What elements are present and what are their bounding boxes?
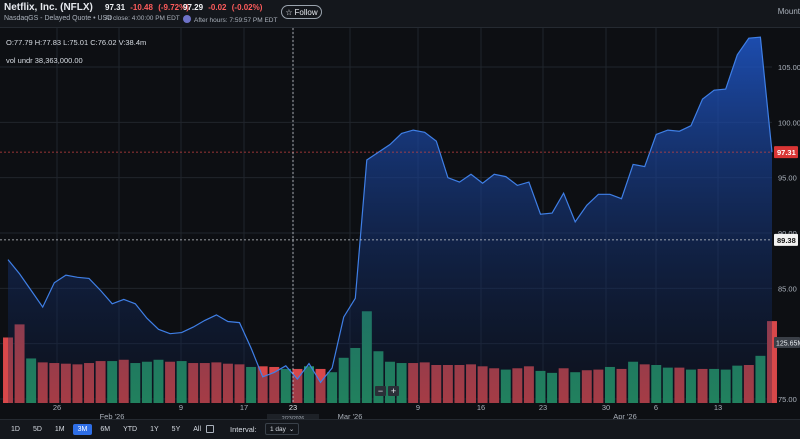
range-selector: 1D 5D 1M 3M 6M YTD 1Y 5Y All xyxy=(6,424,206,435)
title-block: Netflix, Inc. (NFLX) NasdaqGS - Delayed … xyxy=(4,2,112,22)
price-area xyxy=(8,37,772,403)
interval-label: Interval: xyxy=(230,425,257,434)
x-tick-label: 6 xyxy=(654,403,658,412)
range-button-5y[interactable]: 5Y xyxy=(171,426,181,433)
x-tick-label: 30 xyxy=(602,403,610,412)
price-line xyxy=(7,36,773,384)
x-tick-label: Feb '26 xyxy=(100,412,125,419)
interval-select[interactable]: 1 day ⌄ xyxy=(265,423,299,435)
range-button-ytd[interactable]: YTD xyxy=(123,426,138,433)
x-tick-label: 16 xyxy=(477,403,485,412)
volume-underlying: vol undr 38,363,000.00 xyxy=(6,56,83,65)
follow-button[interactable]: ☆ Follow xyxy=(281,5,322,19)
range-button-1y[interactable]: 1Y xyxy=(150,426,159,433)
close-price: 97.31 xyxy=(105,3,126,12)
last-price-tag-bg xyxy=(774,146,798,159)
x-tick-label: 23 xyxy=(289,403,297,412)
close-quote: 97.31 -10.48 (-9.72%) At close: 4:00:00 … xyxy=(105,3,189,22)
crosshair-price-tag: 89.38 xyxy=(774,233,798,246)
y-tick-label: 100.00 xyxy=(778,118,800,127)
x-tick-label: 9 xyxy=(179,403,183,412)
x-tick-label: 13 xyxy=(714,403,722,412)
ah-time: After hours: 7:59:57 PM EDT xyxy=(194,17,278,24)
follow-label: Follow xyxy=(294,7,318,17)
ah-price: 97.29 xyxy=(183,3,204,12)
calendar-icon[interactable] xyxy=(206,425,214,433)
ah-change-pct: (-0.02%) xyxy=(231,3,263,12)
y-tick-label: 95.00 xyxy=(778,174,797,183)
range-button-5d[interactable]: 5D xyxy=(32,426,42,433)
range-button-1d[interactable]: 1D xyxy=(11,426,20,433)
close-change: -10.48 xyxy=(130,3,153,12)
volume-tag-bg xyxy=(774,337,800,348)
zoom-in-button[interactable]: + xyxy=(388,386,399,396)
chevron-down-icon: ⌄ xyxy=(288,426,295,433)
range-button-1m[interactable]: 1M xyxy=(54,426,65,433)
exchange-subtitle: NasdaqGS - Delayed Quote • USD xyxy=(4,15,113,22)
zoom-out-button[interactable]: − xyxy=(375,386,386,396)
crosshair-price-tag-bg xyxy=(774,233,798,246)
crosshair-date-tag: 2/23/2026 xyxy=(267,414,319,419)
quote-header: Netflix, Inc. (NFLX) NasdaqGS - Delayed … xyxy=(0,0,800,28)
price-chart[interactable]: 80.0085.0090.0095.00100.00105.0075.0097.… xyxy=(0,28,800,419)
moon-icon xyxy=(183,15,191,23)
after-hours-quote: 97.29 -0.02 (-0.02%) After hours: 7:59:5… xyxy=(183,3,277,24)
close-time: At close: 4:00:00 PM EDT xyxy=(105,15,180,22)
crosshair-date-bg xyxy=(267,414,319,419)
volume-bar xyxy=(3,337,13,403)
crosshair-price-tag-text: 89.38 xyxy=(777,236,796,245)
last-price-tag-text: 97.31 xyxy=(777,148,796,157)
range-button-all[interactable]: All xyxy=(193,426,202,433)
mount-text: Mount xyxy=(777,7,800,16)
zoom-controls: − + xyxy=(375,386,399,396)
close-change-pct: (-9.72%) xyxy=(158,3,189,12)
y-tick-label: 85.00 xyxy=(778,284,797,293)
y-tick-label: 105.00 xyxy=(778,63,800,72)
star-icon: ☆ xyxy=(285,7,293,17)
ohlc-readout: O:77.79 H:77.83 L:75.01 C:76.02 V:38.4m xyxy=(6,38,147,47)
y-tick-label: 75.00 xyxy=(778,395,797,404)
ah-change: -0.02 xyxy=(208,3,227,12)
x-tick-label: 17 xyxy=(240,403,248,412)
range-button-6m[interactable]: 6M xyxy=(100,426,111,433)
chart-toolbar: 1D 5D 1M 3M 6M YTD 1Y 5Y All Interval: 1 day ⌄ xyxy=(0,419,800,439)
last-price-tag: 97.31 xyxy=(774,146,798,159)
x-tick-label: Apr '26 xyxy=(613,412,637,419)
interval-value: 1 day xyxy=(270,425,286,433)
ticker-title: Netflix, Inc. (NFLX) xyxy=(4,2,93,13)
x-tick-label: 9 xyxy=(416,403,420,412)
range-button-3m[interactable]: 3M xyxy=(72,424,93,435)
crosshair-date-text: 2/23/2026 xyxy=(282,416,304,419)
y-tick-label: 90.00 xyxy=(778,229,797,238)
volume-tag: 125.65M xyxy=(774,337,800,348)
x-tick-label: 23 xyxy=(539,403,547,412)
volume-tag-text: 125.65M xyxy=(776,341,800,348)
x-tick-label: 26 xyxy=(53,403,61,412)
x-tick-label: Mar '26 xyxy=(338,412,363,419)
